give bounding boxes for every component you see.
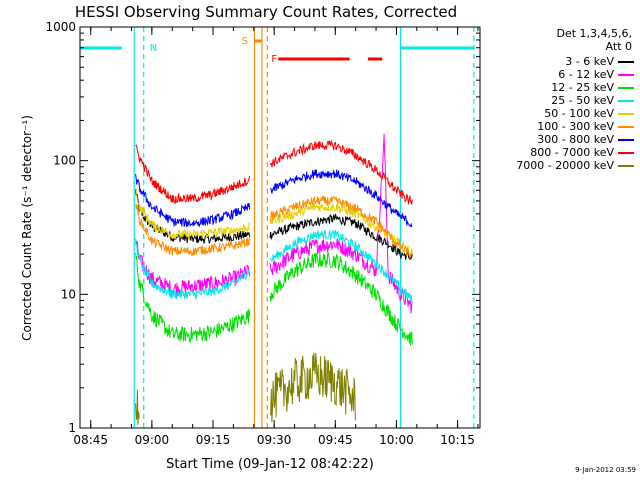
- legend-swatch: [618, 138, 634, 141]
- series-line-4-seg-0: [135, 188, 251, 241]
- y-axis-label: Corrected Count Rate (s⁻¹ detector⁻¹): [20, 115, 34, 341]
- legend-label: 300 - 800 keV: [537, 133, 614, 146]
- legend-swatch: [618, 73, 634, 76]
- series-line-2-seg-0: [135, 252, 251, 344]
- detector-line-2: Att 0: [605, 40, 632, 53]
- series-line-1-seg-0: [135, 240, 251, 297]
- legend-label: 12 - 25 keV: [551, 81, 614, 94]
- legend-item: 12 - 25 keV: [516, 81, 634, 94]
- series-line-5-seg-1: [269, 195, 413, 259]
- series-line-5-seg-0: [135, 203, 251, 256]
- series-line-2-seg-1: [269, 252, 413, 346]
- series-line-7-seg-1: [269, 139, 413, 205]
- x-tick-label-2: 09:15: [196, 433, 231, 447]
- legend-item: 50 - 100 keV: [516, 107, 634, 120]
- legend-item: 3 - 6 keV: [516, 55, 634, 68]
- x-tick-label-1: 09:00: [135, 433, 170, 447]
- legend-label: 3 - 6 keV: [565, 55, 614, 68]
- legend: 3 - 6 keV 6 - 12 keV 12 - 25 keV 25 - 50 ke…: [516, 55, 634, 172]
- y-tick-label-2: 100: [53, 154, 76, 168]
- series-line-6-seg-0: [135, 173, 251, 228]
- legend-swatch: [618, 60, 634, 63]
- series-line-8-seg-1: [269, 352, 356, 423]
- series-line-8-seg-0: [135, 389, 140, 425]
- legend-swatch: [618, 164, 634, 167]
- legend-label: 50 - 100 keV: [544, 107, 614, 120]
- legend-swatch: [618, 112, 634, 115]
- series-lines: [135, 133, 413, 425]
- series-line-7-seg-0: [135, 144, 251, 205]
- legend-swatch: [618, 99, 634, 102]
- series-line-0-seg-0: [135, 188, 251, 244]
- series-line-6-seg-1: [269, 169, 413, 228]
- night-marker-label: N: [150, 43, 157, 54]
- legend-item: 7000 - 20000 keV: [516, 159, 634, 172]
- x-axis-label: Start Time (09-Jan-12 08:42:22): [166, 457, 374, 472]
- series-line-1-seg-1: [269, 133, 413, 314]
- background-marks: N S F: [80, 27, 475, 428]
- x-tick-label-3: 09:30: [257, 433, 292, 447]
- plot-axes: 08:45 09:00 09:15 09:30 09:45 10:00 10:15 1 10 10…: [45, 20, 481, 447]
- plot-frame: [79, 26, 481, 429]
- legend-label: 100 - 300 keV: [537, 120, 614, 133]
- y-tick-label-3: 1000: [45, 20, 76, 34]
- x-tick-label-6: 10:15: [440, 433, 475, 447]
- detector-line-1: Det 1,3,4,5,6,: [556, 27, 632, 40]
- legend-item: 6 - 12 keV: [516, 68, 634, 81]
- legend-label: 25 - 50 keV: [551, 94, 614, 107]
- legend-swatch: [618, 125, 634, 128]
- detector-info: Det 1,3,4,5,6, Att 0: [512, 27, 632, 53]
- legend-item: 800 - 7000 keV: [516, 146, 634, 159]
- x-tick-label-0: 08:45: [73, 433, 108, 447]
- flare-marker-label: F: [271, 54, 277, 65]
- y-tick-label-0: 1: [68, 421, 76, 435]
- series-line-0-seg-1: [269, 213, 413, 260]
- footer-timestamp: 9-Jan-2012 03:59: [575, 466, 636, 474]
- legend-label: 800 - 7000 keV: [530, 146, 614, 159]
- legend-swatch: [618, 86, 634, 89]
- legend-swatch: [618, 151, 634, 154]
- series-line-3-seg-1: [269, 228, 413, 305]
- series-line-3-seg-0: [135, 238, 251, 301]
- legend-item: 100 - 300 keV: [516, 120, 634, 133]
- legend-item: 25 - 50 keV: [516, 94, 634, 107]
- saa-marker-label: S: [241, 36, 247, 47]
- y-tick-label-1: 10: [61, 287, 76, 301]
- legend-item: 300 - 800 keV: [516, 133, 634, 146]
- legend-label: 6 - 12 keV: [558, 68, 614, 81]
- x-tick-label-4: 09:45: [318, 433, 353, 447]
- x-tick-label-5: 10:00: [379, 433, 414, 447]
- legend-label: 7000 - 20000 keV: [516, 159, 614, 172]
- chart-title: HESSI Observing Summary Count Rates, Cor…: [75, 3, 457, 21]
